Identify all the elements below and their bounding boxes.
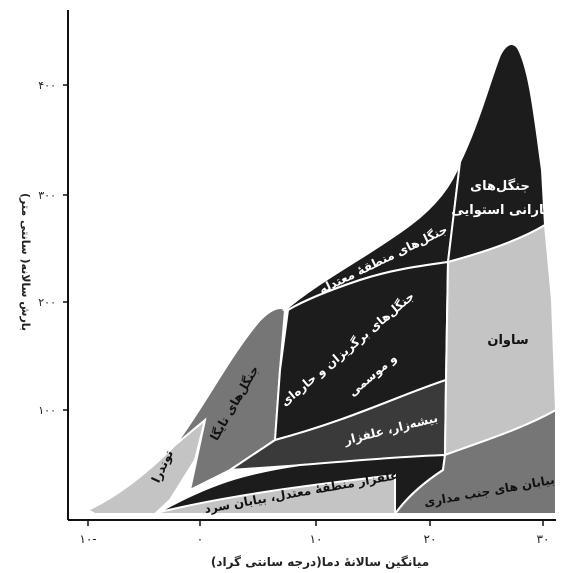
y-axis-title: بارش سالانه( سانتی متر) bbox=[19, 193, 32, 331]
x-tick-label-minus10: ۱۰- bbox=[79, 532, 96, 546]
x-tick-label-20: ۲۰ bbox=[424, 532, 437, 546]
x-tick-label-30: ۳۰ bbox=[537, 532, 550, 546]
label-rainforest-2: بارانی استوایی bbox=[451, 203, 548, 218]
x-axis-title: میانگین سالانهٔ دما(درجه سانتی گراد) bbox=[211, 555, 429, 569]
region-rainforest bbox=[446, 43, 547, 264]
label-rainforest-1: جنگل‌های bbox=[470, 178, 530, 194]
region-subtropical-desert bbox=[393, 408, 557, 515]
y-tick-label-100: ۱۰۰ bbox=[38, 404, 56, 417]
region-cold-desert bbox=[159, 473, 396, 515]
x-tick-label-0: ۰ bbox=[197, 532, 203, 546]
x-tick-label-10: ۱۰ bbox=[310, 532, 323, 546]
label-savanna: ساوان bbox=[487, 333, 528, 348]
y-tick-label-400: ۴۰۰ bbox=[38, 79, 56, 92]
y-tick-label-200: ۲۰۰ bbox=[38, 296, 56, 309]
y-tick-label-300: ۳۰۰ bbox=[38, 189, 56, 202]
region-tundra bbox=[85, 417, 207, 515]
